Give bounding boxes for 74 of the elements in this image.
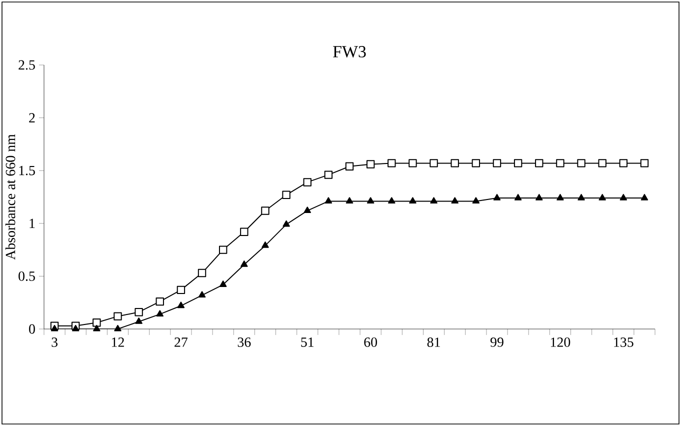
point: [93, 324, 100, 332]
point: [304, 206, 311, 214]
point: [240, 228, 248, 236]
chart-title: FW3: [333, 46, 366, 58]
point: [156, 310, 164, 317]
point: [619, 159, 628, 168]
point: [366, 197, 374, 204]
y-axis-title: Absorbance at 660 nm: [5, 134, 16, 260]
x-tick-label: 12: [112, 338, 124, 347]
point: [640, 194, 648, 200]
point: [451, 197, 458, 204]
point: [282, 190, 290, 199]
x-tick-label: 36: [238, 338, 251, 347]
x-tick-label: 51: [301, 338, 314, 347]
point: [262, 241, 269, 248]
point: [430, 159, 438, 168]
point: [388, 197, 396, 204]
x-tick-label: 27: [174, 338, 188, 347]
point: [218, 246, 228, 254]
point: [577, 159, 586, 168]
point: [556, 194, 564, 200]
point: [156, 297, 164, 306]
point: [176, 286, 186, 294]
point: [492, 159, 502, 168]
point: [556, 159, 564, 168]
x-tick-label: 81: [427, 338, 440, 347]
point: [578, 194, 585, 200]
x-tick-label: 120: [550, 338, 570, 347]
point: [536, 194, 543, 200]
point: [92, 318, 101, 327]
point: [408, 159, 417, 168]
point: [114, 324, 122, 332]
x-tick-label: 135: [614, 338, 634, 347]
point: [134, 308, 143, 316]
point: [324, 197, 332, 204]
point: [450, 159, 459, 168]
point: [430, 197, 438, 204]
point: [640, 159, 649, 168]
point: [514, 159, 522, 168]
y-tick-label: 1: [30, 218, 35, 228]
point: [324, 170, 333, 179]
y-tick-label: 2.5: [18, 60, 35, 70]
point: [345, 162, 354, 170]
y-tick-label: 2: [29, 113, 35, 122]
y-tick-label: 0: [29, 324, 35, 334]
point: [72, 324, 80, 332]
x-tick-label: 3: [52, 338, 58, 347]
point: [514, 194, 522, 200]
point: [50, 324, 58, 332]
point: [219, 280, 227, 287]
point: [493, 194, 501, 200]
point: [472, 197, 480, 204]
point: [472, 159, 480, 168]
point: [198, 291, 206, 298]
point: [240, 260, 248, 267]
point: [598, 159, 606, 168]
x-tick-label: 60: [364, 338, 378, 347]
y-tick-label: 1.5: [19, 166, 35, 176]
point: [366, 160, 375, 168]
x-tick-label: 99: [490, 338, 504, 347]
point: [409, 197, 416, 204]
point: [620, 194, 628, 200]
point: [261, 206, 270, 215]
point: [198, 268, 206, 278]
y-tick-label: 0.5: [18, 271, 35, 281]
point: [598, 194, 606, 200]
point: [346, 197, 354, 204]
point: [177, 302, 185, 308]
point: [303, 178, 312, 186]
point: [282, 220, 290, 227]
point: [535, 159, 544, 168]
point: [388, 159, 396, 168]
point: [114, 312, 122, 320]
point: [135, 318, 142, 324]
